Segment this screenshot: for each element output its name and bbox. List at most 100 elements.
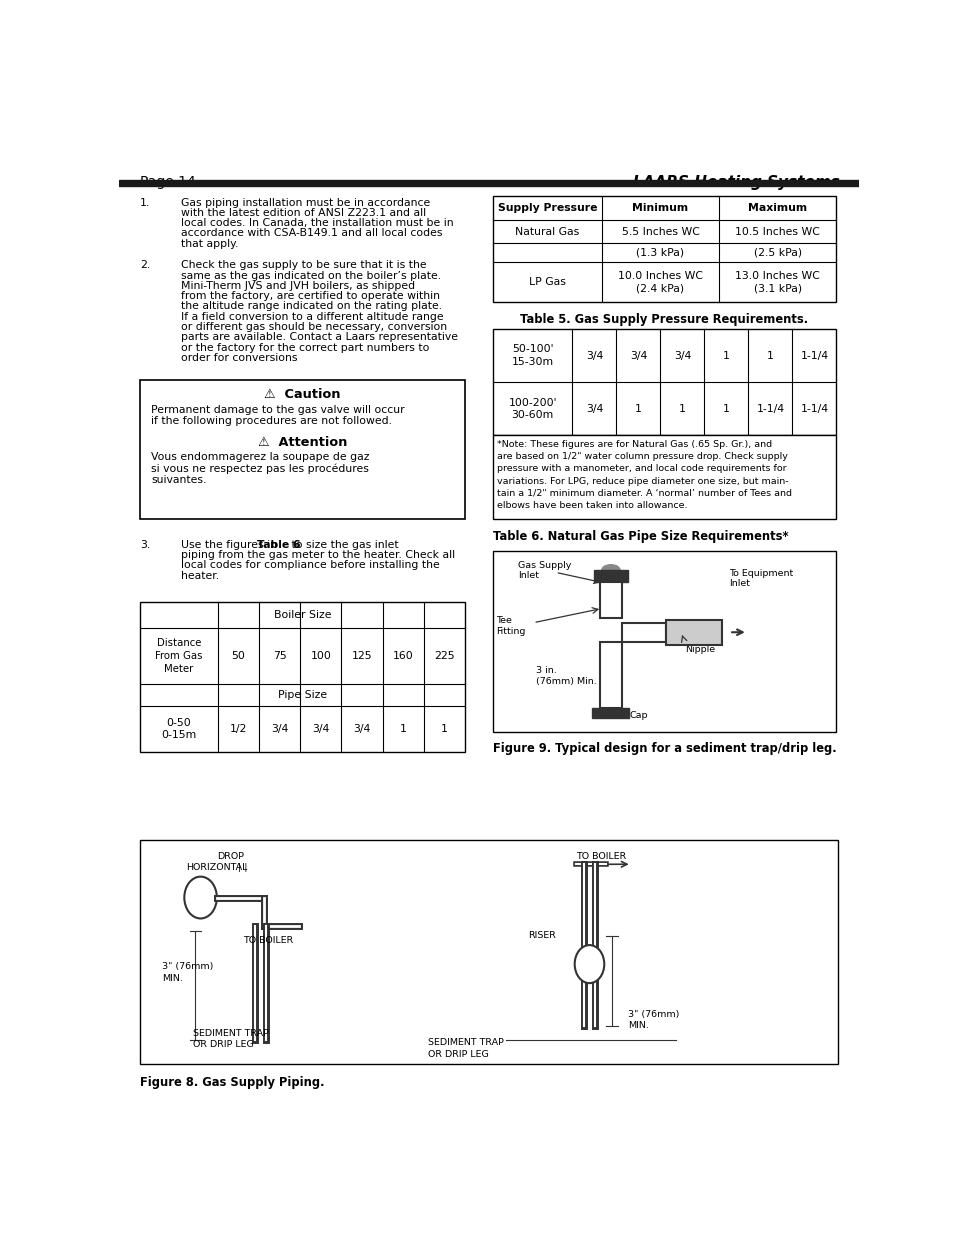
Text: Gas Supply: Gas Supply	[518, 561, 571, 569]
Text: if the following procedures are not followed.: if the following procedures are not foll…	[151, 416, 392, 426]
Text: piping from the gas meter to the heater. Check all: piping from the gas meter to the heater.…	[180, 550, 455, 559]
Text: 5.5 Inches WC: 5.5 Inches WC	[620, 227, 699, 237]
Text: 160: 160	[393, 651, 414, 661]
Bar	[599, 582, 621, 618]
Text: Use the figures in: Use the figures in	[180, 540, 280, 550]
Text: suivantes.: suivantes.	[151, 474, 206, 484]
Bar	[665, 620, 721, 645]
Text: Check the gas supply to be sure that it is the: Check the gas supply to be sure that it …	[180, 261, 426, 270]
Text: 1: 1	[722, 351, 729, 361]
Text: Figure 9. Typical design for a sediment trap/drip leg.: Figure 9. Typical design for a sediment …	[492, 741, 836, 755]
Text: order for conversions: order for conversions	[180, 353, 296, 363]
Text: 10.5 Inches WC: 10.5 Inches WC	[735, 227, 820, 237]
Text: Tee: Tee	[496, 616, 512, 625]
Text: to size the gas inlet: to size the gas inlet	[288, 540, 398, 550]
Bar	[492, 436, 836, 519]
Text: Pipe Size: Pipe Size	[277, 690, 327, 700]
Text: Inlet: Inlet	[518, 572, 539, 580]
Text: Inlet: Inlet	[728, 579, 749, 588]
Text: 1-1/4: 1-1/4	[756, 404, 783, 414]
Text: TO BOILER: TO BOILER	[576, 852, 626, 861]
Text: (1.3 kPa): (1.3 kPa)	[636, 248, 684, 258]
Text: | |: | |	[237, 863, 247, 872]
Bar	[594, 571, 627, 582]
Text: Boiler Size: Boiler Size	[274, 610, 331, 620]
Text: Permanent damage to the gas valve will occur: Permanent damage to the gas valve will o…	[151, 405, 404, 415]
Text: si vous ne respectez pas les procédures: si vous ne respectez pas les procédures	[151, 463, 369, 474]
Bar	[492, 329, 836, 436]
Bar	[140, 841, 837, 1065]
Text: parts are available. Contact a Laars representative: parts are available. Contact a Laars rep…	[180, 332, 457, 342]
Text: Table 5. Gas Supply Pressure Requirements.: Table 5. Gas Supply Pressure Requirement…	[520, 312, 808, 326]
Text: Vous endommagerez la soupape de gaz: Vous endommagerez la soupape de gaz	[151, 452, 369, 462]
Text: Supply Pressure: Supply Pressure	[497, 203, 597, 214]
Text: the altitude range indicated on the rating plate.: the altitude range indicated on the rati…	[180, 301, 441, 311]
Text: Mini-Therm JVS and JVH boilers, as shipped: Mini-Therm JVS and JVH boilers, as shipp…	[180, 280, 415, 291]
Text: 3/4: 3/4	[673, 351, 690, 361]
Text: Figure 8. Gas Supply Piping.: Figure 8. Gas Supply Piping.	[140, 1077, 324, 1089]
Text: Nipple: Nipple	[684, 645, 714, 653]
Text: 225: 225	[434, 651, 455, 661]
Bar	[140, 380, 465, 519]
Text: Table 6. Natural Gas Pipe Size Requirements*: Table 6. Natural Gas Pipe Size Requireme…	[492, 531, 787, 543]
Text: 3/4: 3/4	[585, 404, 602, 414]
Text: *Note: These figures are for Natural Gas (.65 Sp. Gr.), and
are based on 1/2" wa: *Note: These figures are for Natural Gas…	[497, 440, 791, 510]
Text: 2.: 2.	[140, 261, 150, 270]
Text: 1: 1	[722, 404, 729, 414]
Text: 75: 75	[273, 651, 286, 661]
Text: 1: 1	[679, 404, 685, 414]
Text: OR DRIP LEG: OR DRIP LEG	[193, 1040, 253, 1050]
Text: 3 in.: 3 in.	[535, 666, 556, 674]
Text: 1.: 1.	[140, 198, 150, 207]
Text: 1-1/4: 1-1/4	[800, 404, 827, 414]
Text: If a field conversion to a different altitude range: If a field conversion to a different alt…	[180, 311, 443, 322]
Text: Gas piping installation must be in accordance: Gas piping installation must be in accor…	[180, 198, 430, 207]
Bar	[599, 642, 621, 709]
Text: ⚠  Attention: ⚠ Attention	[257, 436, 347, 448]
Bar	[119, 180, 858, 186]
Text: same as the gas indicated on the boiler’s plate.: same as the gas indicated on the boiler’…	[180, 270, 440, 280]
Text: ⚠  Caution: ⚠ Caution	[264, 389, 340, 401]
Text: MIN.: MIN.	[627, 1021, 648, 1030]
Circle shape	[184, 877, 216, 919]
Text: 1: 1	[635, 404, 641, 414]
Text: 3" (76mm): 3" (76mm)	[627, 1010, 679, 1019]
Text: MIN.: MIN.	[162, 973, 183, 983]
Text: local codes for compliance before installing the: local codes for compliance before instal…	[180, 561, 439, 571]
Text: Page 14: Page 14	[140, 175, 195, 189]
Text: 1: 1	[440, 724, 448, 735]
Text: 1: 1	[399, 724, 406, 735]
Text: 10.0 Inches WC
(2.4 kPa): 10.0 Inches WC (2.4 kPa)	[618, 270, 702, 294]
Text: 0-50
0-15m: 0-50 0-15m	[161, 718, 196, 741]
Text: 3/4: 3/4	[585, 351, 602, 361]
Bar	[492, 195, 836, 303]
Text: heater.: heater.	[180, 571, 218, 580]
Text: accordance with CSA-B149.1 and all local codes: accordance with CSA-B149.1 and all local…	[180, 228, 441, 238]
Text: from the factory, are certified to operate within: from the factory, are certified to opera…	[180, 291, 439, 301]
Text: HORIZONTAL: HORIZONTAL	[186, 863, 247, 872]
Bar	[492, 551, 836, 732]
Text: 3/4: 3/4	[312, 724, 329, 735]
Text: 100: 100	[310, 651, 331, 661]
Text: 50-100'
15-30m: 50-100' 15-30m	[511, 345, 553, 367]
Text: or the factory for the correct part numbers to: or the factory for the correct part numb…	[180, 342, 429, 352]
Text: or different gas should be necessary, conversion: or different gas should be necessary, co…	[180, 322, 446, 332]
Text: 1/2: 1/2	[230, 724, 247, 735]
Text: DROP: DROP	[217, 852, 244, 861]
Ellipse shape	[601, 564, 619, 576]
Text: 3/4: 3/4	[353, 724, 371, 735]
Text: SEDIMENT TRAP: SEDIMENT TRAP	[428, 1039, 503, 1047]
Text: Cap: Cap	[629, 711, 647, 720]
Text: (2.5 kPa): (2.5 kPa)	[753, 248, 801, 258]
Text: 1: 1	[766, 351, 773, 361]
Text: 3" (76mm): 3" (76mm)	[162, 962, 213, 971]
Bar	[592, 709, 629, 718]
Text: (76mm) Min.: (76mm) Min.	[535, 677, 596, 685]
Text: TO BOILER: TO BOILER	[243, 936, 294, 945]
Text: that apply.: that apply.	[180, 238, 237, 248]
Text: SEDIMENT TRAP: SEDIMENT TRAP	[193, 1029, 269, 1037]
Text: LP Gas: LP Gas	[528, 278, 565, 288]
Text: Fitting: Fitting	[496, 626, 525, 636]
Text: RISER: RISER	[528, 931, 556, 940]
Text: 3.: 3.	[140, 540, 150, 550]
